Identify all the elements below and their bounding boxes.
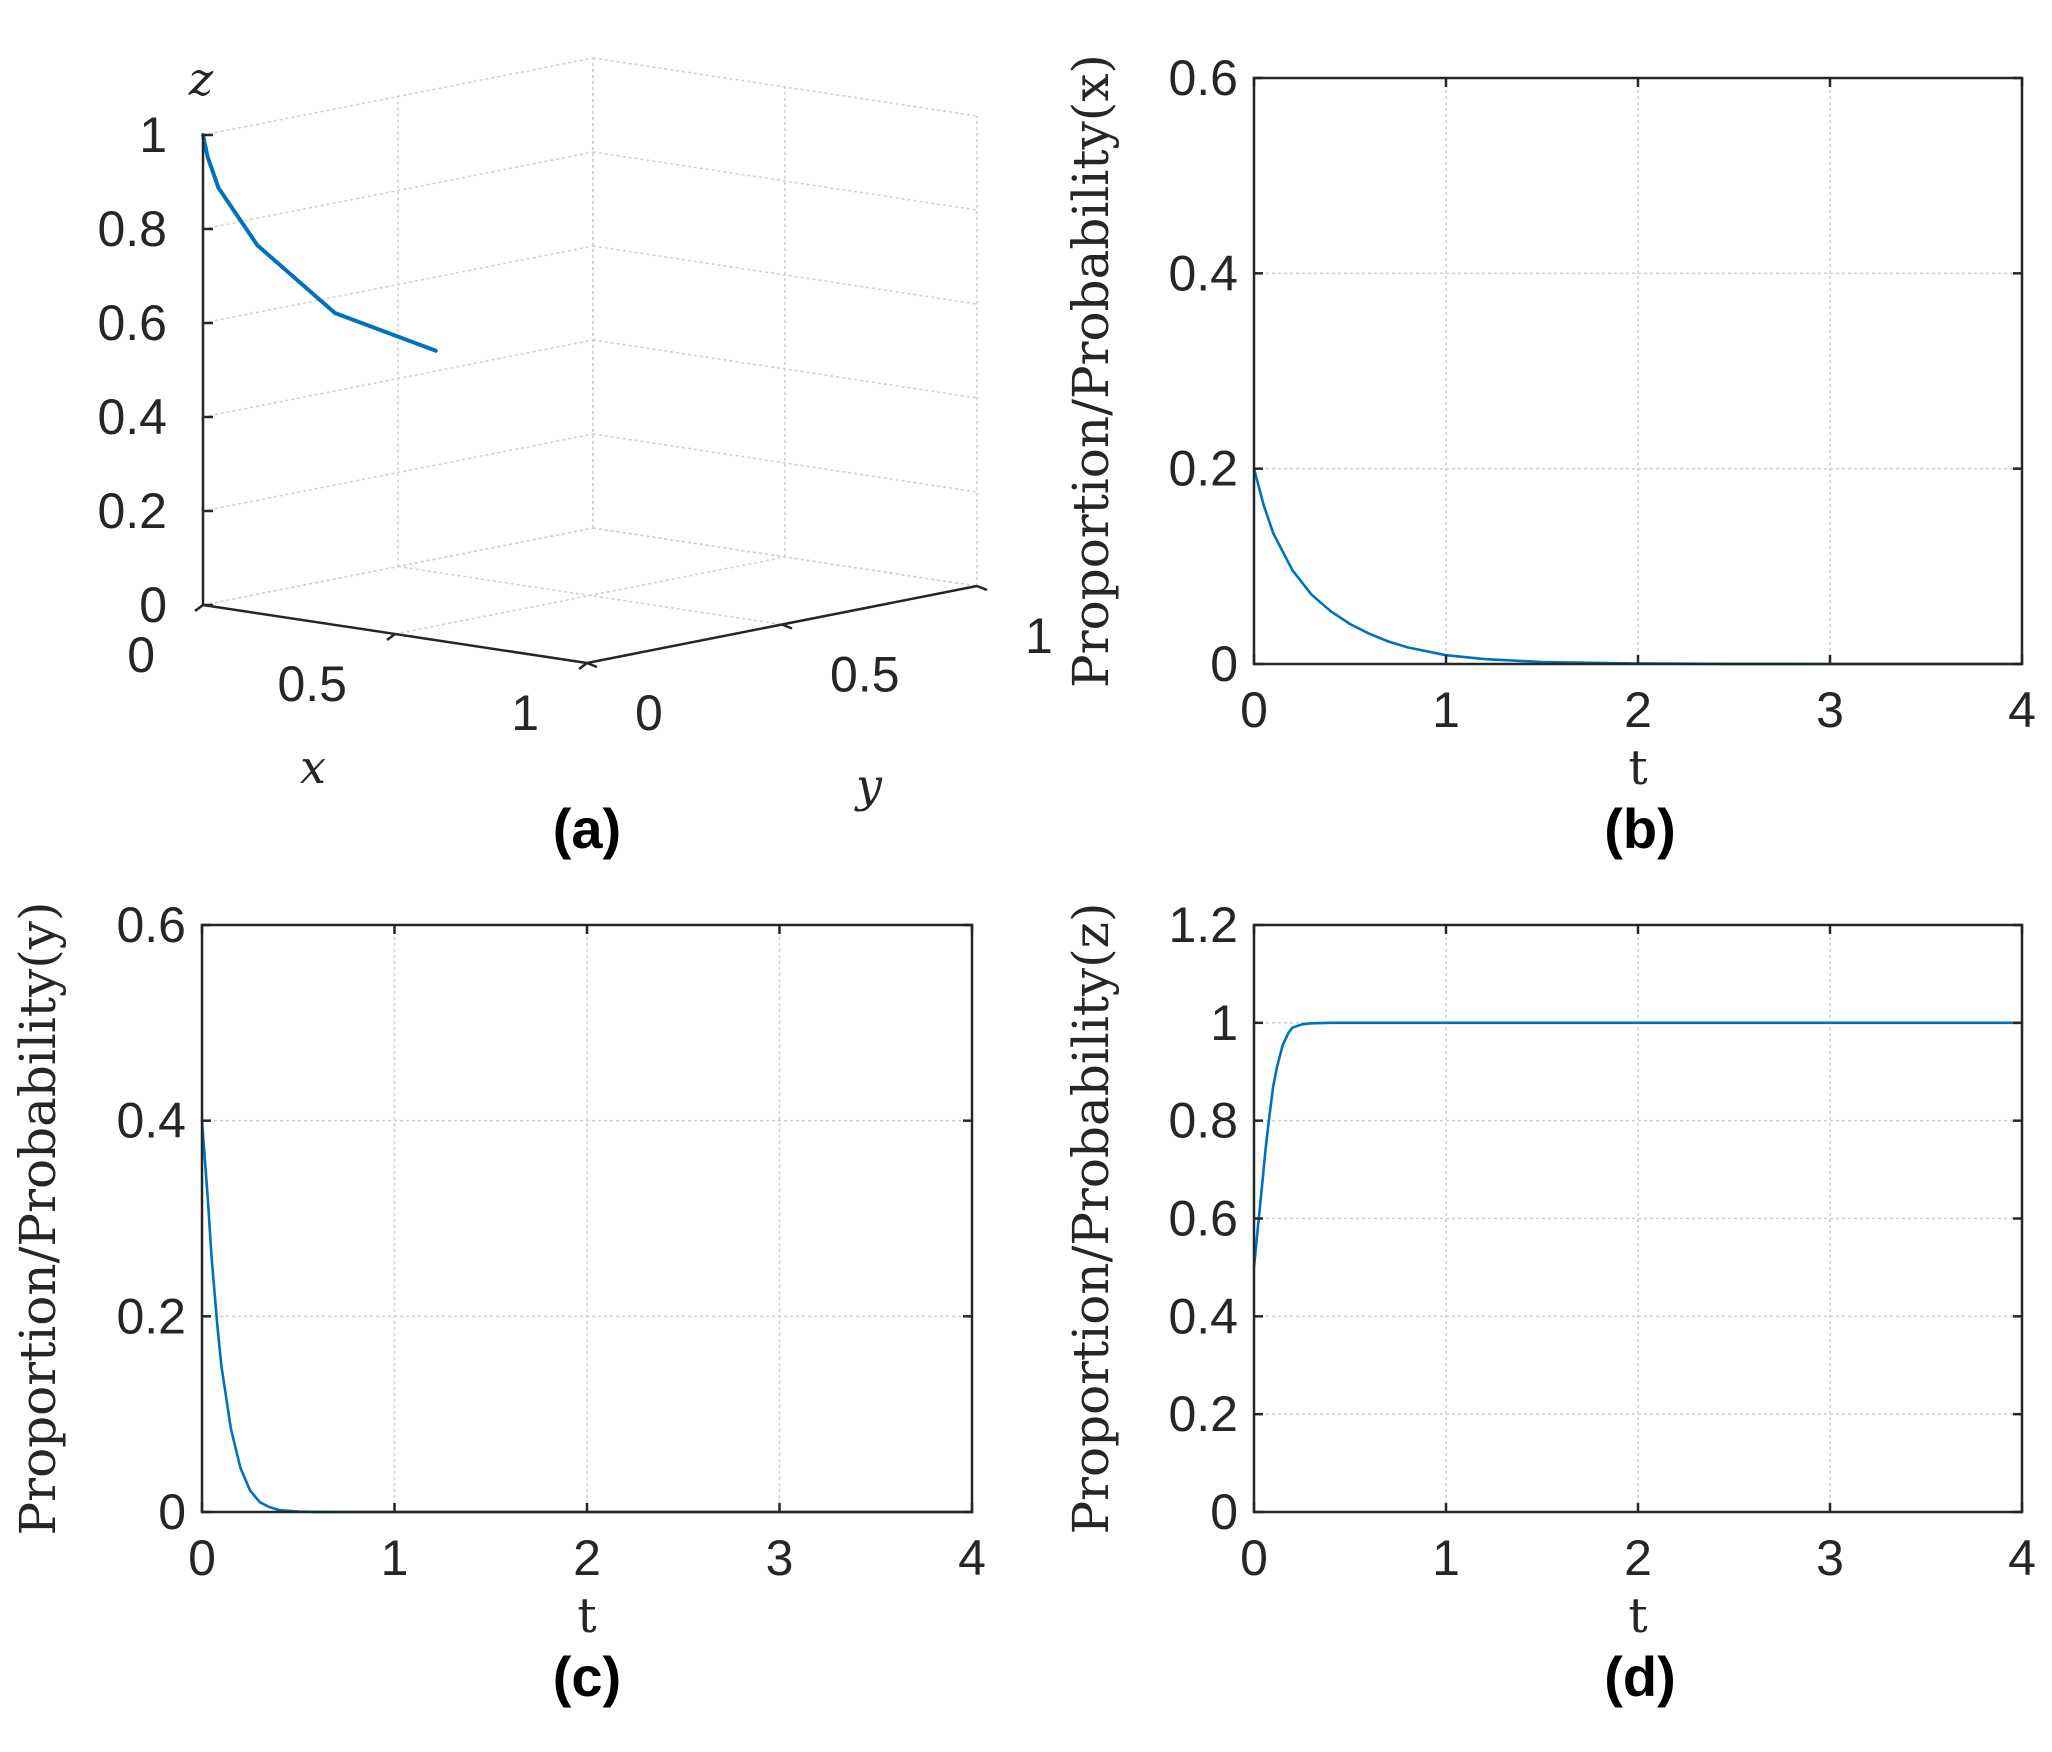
panel-caption: (b) (1604, 797, 1676, 860)
y-tick-label: 0.4 (116, 1093, 186, 1149)
x-axis-label: t (577, 1588, 596, 1644)
panel-caption: (d) (1604, 1645, 1676, 1708)
x-tick-label: 0 (1240, 1530, 1268, 1586)
y-tick-label: 0.6 (1168, 50, 1238, 106)
y-tick-label: 0.4 (1168, 245, 1238, 301)
panel-c: 0 1 2 3 4 0 0.2 0.4 0.6 t Proportion/Probability(y… (9, 897, 986, 1708)
panel-caption: (a) (553, 797, 621, 860)
x-tick-label: 3 (1816, 682, 1844, 738)
panel-d: 0 1 2 3 4 0 0.2 0.4 0.6 0.8 1 1.2 t Proportion/Probab… (1062, 897, 2036, 1708)
y-tick-label: 0.5 (830, 647, 900, 703)
x-tick-mark (578, 662, 588, 670)
y-tick-label: 0.6 (116, 897, 186, 953)
panel-caption: (c) (553, 1645, 621, 1708)
y-tick-label: 0.2 (1168, 441, 1238, 497)
grid-line-z-side (592, 433, 978, 493)
y-tick-label: 0 (158, 1484, 186, 1540)
x-tick-label: 2 (1624, 1530, 1652, 1586)
y-tick-label: 0.6 (1168, 1191, 1238, 1247)
z-tick-label: 0.4 (97, 389, 167, 445)
grid-line-z-side (592, 151, 978, 211)
series-line-z (1252, 1021, 2024, 1269)
x-tick-label: 1 (1432, 1530, 1460, 1586)
x-tick-label: 0 (188, 1530, 216, 1586)
x-tick-mark (386, 633, 396, 641)
z-tick-label: 0.6 (97, 295, 167, 351)
y-tick-label: 1 (1210, 995, 1238, 1051)
y-tick-label: 0 (1210, 1484, 1238, 1540)
y-tick-label: 0 (635, 685, 663, 741)
y-tick-label: 0.2 (1168, 1386, 1238, 1442)
z-axis-label: z (188, 52, 214, 106)
y-tick-mark (781, 623, 793, 630)
x-tick-label: 4 (2008, 1530, 2036, 1586)
x-tick-mark (194, 604, 204, 612)
grid-line-z-side (592, 57, 978, 117)
x-tick-label: 1 (381, 1530, 409, 1586)
y-axis-label: y (854, 759, 883, 813)
grid-line-z-back (202, 151, 594, 230)
y-tick-label: 1.2 (1168, 897, 1238, 953)
x-tick-label: 3 (1816, 1530, 1844, 1586)
y-tick-label: 0.8 (1168, 1093, 1238, 1149)
y-axis-label: Proportion/Probability(y) (9, 902, 67, 1536)
z-tick-label: 1 (139, 107, 167, 163)
x-axis-label: t (1628, 740, 1647, 796)
x-tick-label: 4 (958, 1530, 986, 1586)
grid-line-floor-y (592, 527, 978, 587)
y-tick-label: 0 (1210, 636, 1238, 692)
x-tick-label: 0.5 (277, 656, 347, 712)
z-tick-label: 0.8 (97, 201, 167, 257)
x-tick-label: 0 (1240, 682, 1268, 738)
y-tick-label: 0.2 (116, 1288, 186, 1344)
x-axis-label: x (300, 740, 326, 794)
z-tick-label: 0.2 (97, 483, 167, 539)
y-axis-label: Proportion/Probability(x) (1062, 54, 1120, 688)
y-tick-label: 0.4 (1168, 1288, 1238, 1344)
y-tick-mark (586, 661, 598, 669)
x-axis-label: t (1628, 1588, 1647, 1644)
y-tick-label: 1 (1025, 608, 1053, 664)
x-tick-label: 2 (1624, 682, 1652, 738)
grid-line-floor-y (397, 565, 783, 626)
x-tick-label: 2 (573, 1530, 601, 1586)
x-tick-label: 1 (511, 685, 539, 741)
x-tick-label: 1 (1432, 682, 1460, 738)
y-tick-mark (976, 584, 988, 592)
x-tick-label: 4 (2008, 682, 2036, 738)
grid-line-z-back (202, 57, 594, 136)
panel-b: 0 1 2 3 4 0 0.2 0.4 0.6 t Proportion/Probability(x… (1062, 50, 2036, 860)
z-tick-label: 0 (139, 577, 167, 633)
x-tick-label: 3 (766, 1530, 794, 1586)
y-axis-label: Proportion/Probability(z) (1062, 902, 1120, 1534)
grid-line-z-back (202, 433, 594, 512)
x-tick-label: 0 (127, 627, 155, 683)
